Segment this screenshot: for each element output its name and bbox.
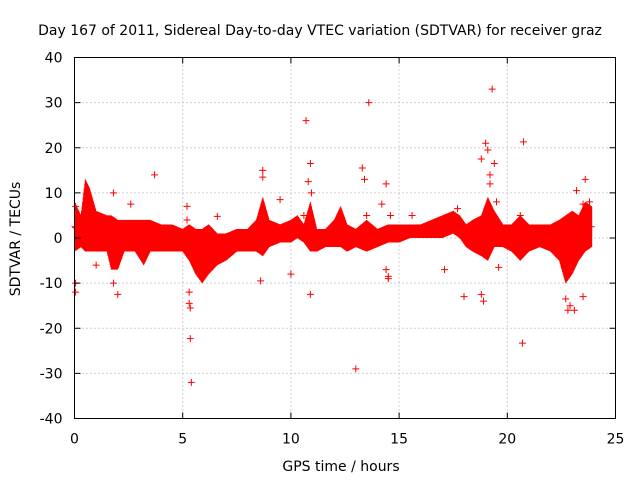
outlier-point [490, 160, 498, 168]
outlier-point [460, 293, 468, 301]
outlier-point [386, 211, 394, 219]
y-axis-label: SDTVAR / TECUs [8, 182, 24, 297]
outlier-point [488, 85, 496, 93]
outlier-point [484, 146, 492, 154]
outlier-point [276, 196, 284, 204]
outlier-point [482, 139, 490, 147]
outlier-point [304, 178, 312, 186]
outlier-point [287, 270, 295, 278]
x-tick-label: 10 [282, 432, 300, 448]
outlier-point [259, 173, 267, 181]
outlier-point [477, 290, 485, 298]
outlier-point [566, 302, 574, 310]
outlier-point [183, 202, 191, 210]
outlier-point [213, 212, 221, 220]
outlier-point [257, 277, 265, 285]
axis-ticks [74, 57, 616, 419]
outlier-point [187, 378, 195, 386]
outlier-point [127, 200, 135, 208]
outlier-point [477, 155, 485, 163]
y-tick-label: -30 [40, 366, 63, 382]
outlier-point [358, 164, 366, 172]
x-tick-label: 25 [607, 432, 625, 448]
outlier-point [382, 180, 390, 188]
y-tick-label: 0 [54, 231, 63, 247]
outlier-point [441, 266, 449, 274]
outlier-point [360, 175, 368, 183]
outlier-point [586, 198, 594, 206]
outlier-point [579, 293, 587, 301]
outlier-point [581, 175, 589, 183]
outlier-point [302, 117, 310, 125]
y-tick-labels: -40 -30 -20 -10 0 10 20 30 40 [40, 51, 63, 428]
outlier-point [408, 211, 416, 219]
outlier-point [300, 211, 308, 219]
y-tick-label: 20 [45, 141, 63, 157]
y-tick-label: -10 [40, 276, 63, 292]
outlier-point [307, 189, 315, 197]
outlier-point [573, 187, 581, 195]
outlier-point [378, 200, 386, 208]
outlier-point [114, 290, 122, 298]
outlier-point [495, 263, 503, 271]
outlier-point [109, 189, 117, 197]
x-tick-label: 15 [390, 432, 408, 448]
outlier-point [72, 288, 80, 296]
x-axis-label: GPS time / hours [282, 459, 399, 475]
outlier-point [486, 171, 494, 179]
outlier-point [363, 211, 371, 219]
outlier-point [454, 205, 462, 213]
outlier-point [382, 266, 390, 274]
x-tick-label: 0 [70, 432, 79, 448]
outlier-point [492, 198, 500, 206]
outlier-point [185, 288, 193, 296]
outlier-point [109, 279, 117, 287]
outlier-point [183, 216, 191, 224]
outlier-point [306, 290, 314, 298]
outlier-point [384, 275, 392, 283]
x-tick-label: 5 [178, 432, 187, 448]
chart-title: Day 167 of 2011, Sidereal Day-to-day VTE… [38, 23, 602, 39]
outlier-point [479, 297, 487, 305]
outlier-point [92, 261, 100, 269]
outlier-point [185, 299, 193, 307]
y-tick-label: -40 [40, 412, 63, 428]
x-tick-label: 20 [498, 432, 516, 448]
data-cloud [71, 179, 595, 284]
outlier-point [518, 339, 526, 347]
y-tick-label: -20 [40, 321, 63, 337]
y-tick-label: 30 [45, 96, 63, 112]
outlier-point [516, 211, 524, 219]
y-tick-label: 10 [45, 186, 63, 202]
outlier-point [570, 306, 578, 314]
outlier-point [486, 180, 494, 188]
outlier-point [72, 202, 80, 210]
outlier-point [365, 99, 373, 107]
outlier-point [352, 365, 360, 373]
outlier-point [186, 304, 194, 312]
outlier-point [579, 200, 587, 208]
data-points [71, 85, 595, 386]
y-tick-label: 40 [45, 51, 63, 67]
outlier-point [564, 306, 572, 314]
outlier-point [259, 166, 267, 174]
outlier-point [520, 138, 528, 146]
outlier-point [186, 335, 194, 343]
x-tick-labels: 0 5 10 15 20 25 [70, 432, 624, 448]
outlier-point [306, 160, 314, 168]
outlier-point [151, 171, 159, 179]
outlier-point [562, 295, 570, 303]
